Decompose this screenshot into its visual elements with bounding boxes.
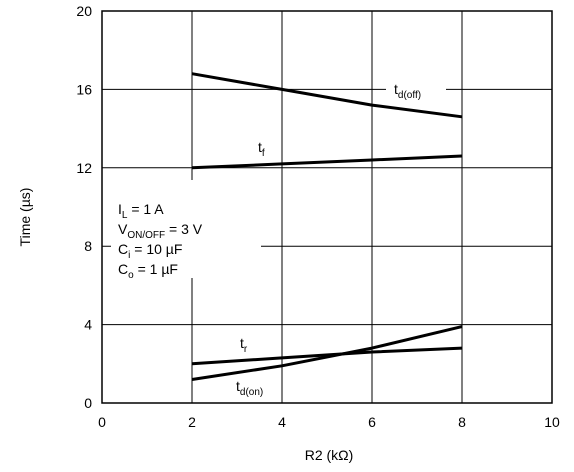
series-line-tr (191, 346, 463, 366)
series-line-tf (191, 154, 463, 170)
series-line-td-on (191, 325, 463, 381)
series-label-td-on: td(on) (236, 378, 263, 398)
series-label-td-off: td(off) (394, 81, 421, 101)
y-tick-label: 4 (84, 317, 92, 333)
tick-labels: 0 2 4 6 8 10 0 4 8 12 16 20 (76, 3, 560, 430)
y-tick-label: 20 (76, 3, 92, 19)
y-tick-label: 12 (76, 160, 92, 176)
series-label-tf: tf (258, 139, 265, 159)
plot-frame (101, 10, 553, 404)
x-tick-label: 0 (98, 414, 106, 430)
condition-von-off: VON/OFF = 3 V (118, 221, 203, 241)
series-label-tr: tr (240, 335, 248, 355)
conditions-background (111, 180, 261, 278)
x-tick-label: 8 (458, 414, 466, 430)
series-lines (191, 72, 463, 381)
condition-il: IL = 1 A (118, 201, 164, 221)
x-axis-label: R2 (kΩ) (305, 447, 354, 463)
x-tick-label: 4 (278, 414, 286, 430)
x-tick-label: 6 (368, 414, 376, 430)
condition-ci: Ci = 10 µF (118, 241, 182, 261)
y-tick-label: 8 (84, 238, 92, 254)
y-tick-label: 0 (84, 395, 92, 411)
y-tick-label: 16 (76, 81, 92, 97)
conditions-block: IL = 1 A VON/OFF = 3 V Ci = 10 µF Co = 1… (118, 201, 203, 281)
series-line-td-off (191, 72, 463, 119)
y-axis-label: Time (µs) (17, 188, 33, 247)
x-tick-label: 10 (544, 414, 560, 430)
x-tick-label: 2 (188, 414, 196, 430)
condition-co: Co = 1 µF (118, 261, 178, 281)
series-label-background-td-off (386, 76, 446, 100)
